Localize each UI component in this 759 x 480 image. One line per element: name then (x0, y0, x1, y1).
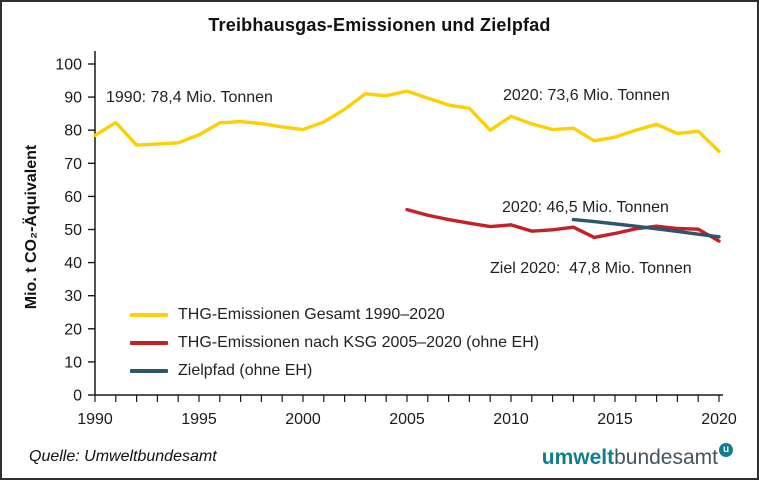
svg-text:1990: 1990 (77, 411, 113, 428)
legend-label-zielpfad: Zielpfad (ohne EH) (178, 362, 313, 379)
svg-text:0: 0 (73, 388, 82, 405)
annotation-2020-ksg: 2020: 46,5 Mio. Tonnen (502, 199, 669, 216)
svg-text:100: 100 (55, 57, 82, 74)
legend-swatch-blue-line (130, 369, 168, 373)
chart-title: Treibhausgas-Emissionen und Zielpfad (208, 15, 551, 35)
svg-text:40: 40 (64, 255, 82, 272)
annotation-1990-total: 1990: 78,4 Mio. Tonnen (106, 89, 273, 106)
legend-label-ksg: THG-Emissionen nach KSG 2005–2020 (ohne … (178, 334, 540, 351)
legend-label-total: THG-Emissionen Gesamt 1990–2020 (178, 306, 445, 323)
svg-text:80: 80 (64, 123, 82, 140)
annotation-ziel-2020: Ziel 2020: 47,8 Mio. Tonnen (490, 260, 692, 277)
logo-bundesamt-text: bundesamt (614, 446, 718, 469)
annotation-2020-total: 2020: 73,6 Mio. Tonnen (503, 87, 670, 104)
svg-text:2020: 2020 (701, 411, 737, 428)
logo-u-badge-icon: u (719, 443, 733, 457)
svg-text:10: 10 (64, 354, 82, 371)
svg-text:90: 90 (64, 90, 82, 107)
svg-text:1995: 1995 (181, 411, 217, 428)
svg-text:20: 20 (64, 321, 82, 338)
legend-swatch-yellow-line (130, 313, 168, 317)
legend-swatch-red-line (130, 341, 168, 345)
svg-text:2015: 2015 (597, 411, 633, 428)
svg-text:2000: 2000 (285, 411, 321, 428)
logo-umwelt-text: umwelt (541, 446, 615, 469)
svg-text:30: 30 (64, 288, 82, 305)
svg-text:50: 50 (64, 222, 82, 239)
svg-text:60: 60 (64, 189, 82, 206)
svg-text:70: 70 (64, 156, 82, 173)
chart-legend: THG-Emissionen Gesamt 1990–2020 THG-Emis… (130, 301, 539, 385)
legend-item-zielpfad: Zielpfad (ohne EH) (130, 357, 539, 385)
source-text: Quelle: Umweltbundesamt (29, 448, 217, 465)
umweltbundesamt-logo: umweltbundesamt u (541, 443, 733, 470)
legend-item-ksg: THG-Emissionen nach KSG 2005–2020 (ohne … (130, 329, 539, 357)
svg-text:2010: 2010 (493, 411, 529, 428)
svg-text:2005: 2005 (389, 411, 425, 428)
legend-item-total: THG-Emissionen Gesamt 1990–2020 (130, 301, 539, 329)
